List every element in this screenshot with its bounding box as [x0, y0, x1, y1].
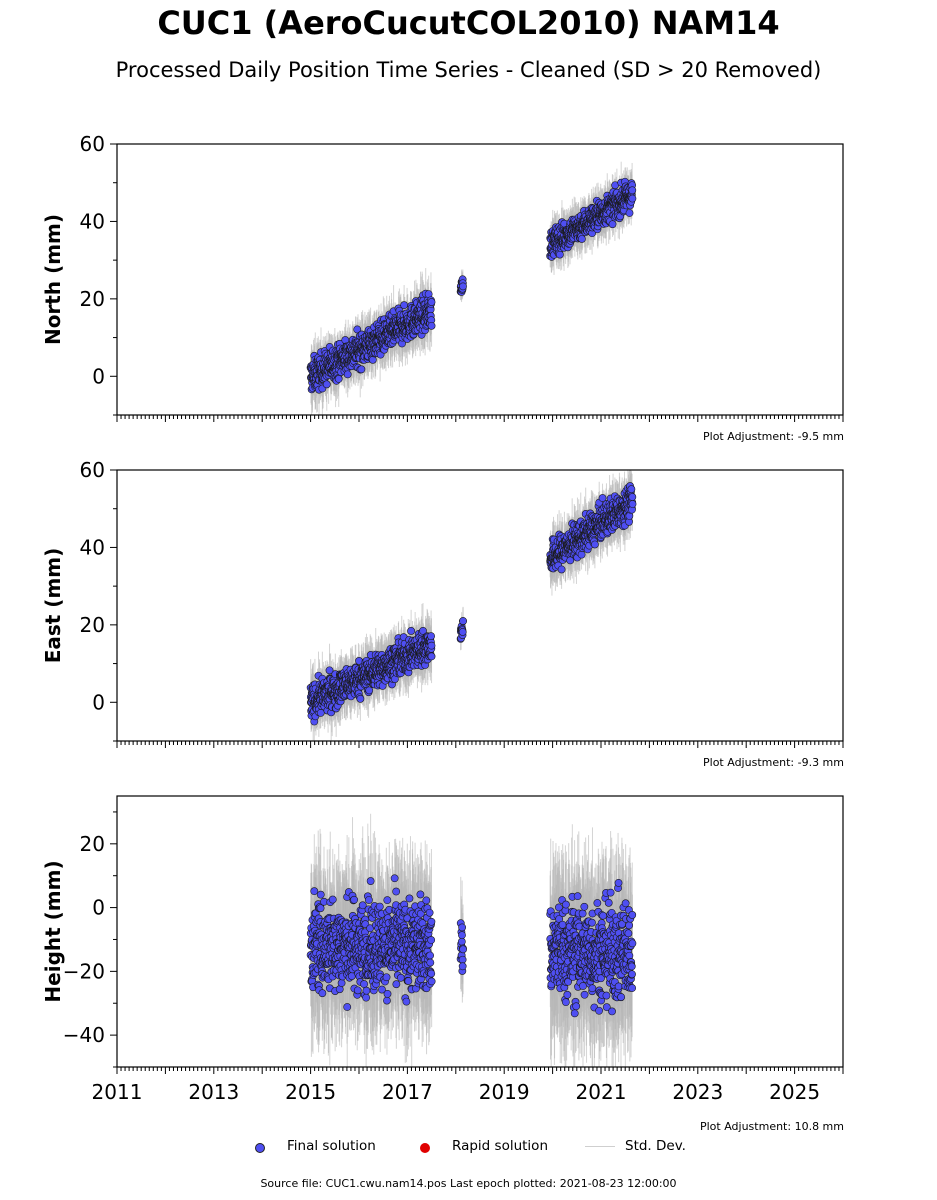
final-solution-point [458, 628, 467, 636]
final-solution-point [322, 380, 331, 389]
plot-frame [116, 143, 844, 416]
final-solution-point [357, 365, 366, 374]
y-tick-label: 0 [92, 364, 105, 388]
final-solution-point [316, 708, 325, 717]
final-solution-point [459, 617, 467, 625]
final-solution-point [427, 652, 436, 661]
final-solution-point [628, 194, 637, 203]
final-solution-point [334, 375, 343, 383]
y-axis-label: North (mm) [41, 214, 65, 345]
final-solution-point [427, 632, 435, 641]
final-solution-point [427, 298, 436, 306]
final-solution-point [343, 370, 352, 379]
final-solution-point [577, 235, 586, 243]
final-solution-point [356, 694, 365, 703]
y-tick-label: 60 [80, 132, 105, 156]
chart-subtitle: Processed Daily Position Time Series - C… [115, 58, 822, 82]
final-solution-point [459, 282, 467, 291]
final-solution-point [427, 321, 436, 330]
y-tick-label: 20 [80, 287, 105, 311]
final-solution-point [557, 565, 566, 574]
final-solution-point [427, 641, 436, 650]
y-tick-label: 40 [80, 209, 105, 233]
final-solution-point [625, 209, 634, 217]
final-solution-point [577, 550, 586, 559]
final-solution-point [400, 301, 409, 310]
chart-title: CUC1 (AeroCucutCOL2010) NAM14 [157, 4, 780, 42]
final-solution-point [365, 686, 374, 695]
final-solution-point [555, 250, 564, 259]
final-solution-point [628, 186, 637, 195]
final-solution-point [608, 220, 617, 229]
panel-north: 0 20 40 60 North (mm) [41, 132, 844, 422]
final-solution-point [407, 627, 416, 635]
